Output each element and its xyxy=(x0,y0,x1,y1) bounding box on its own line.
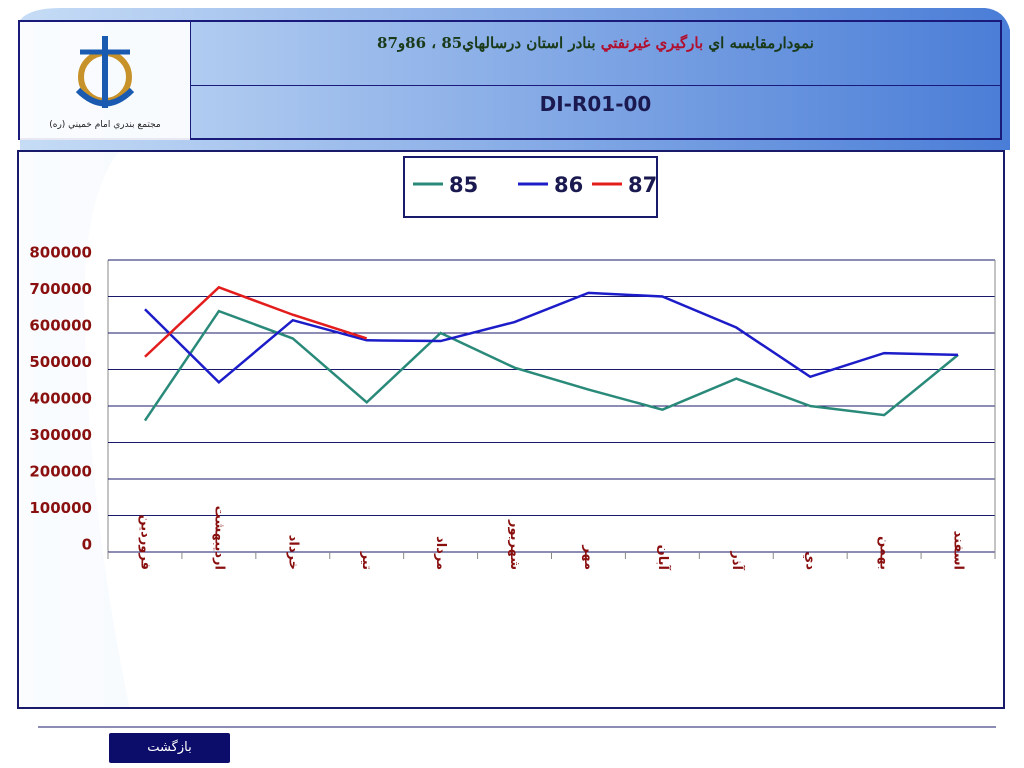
series-line xyxy=(144,285,368,358)
y-tick-label: 300000 xyxy=(29,426,92,444)
series-line xyxy=(143,309,959,422)
y-tick-label: 500000 xyxy=(29,353,92,371)
y-tick-label: 600000 xyxy=(29,317,92,335)
series-line xyxy=(144,291,959,384)
x-tick-label: مرداد xyxy=(433,536,448,570)
title: نمودارمقايسه اي بارگيري غيرنفتي بنادر اس… xyxy=(191,22,1000,86)
y-tick-label: 400000 xyxy=(29,390,92,408)
legend-label: 86 xyxy=(554,173,583,197)
x-tick-label: آبان xyxy=(655,545,672,571)
doc-code: DI-R01-00 xyxy=(539,92,652,116)
x-tick-label: آذر xyxy=(729,550,746,570)
title-part: نمودارمقايسه اي xyxy=(703,34,814,52)
x-tick-label: ارديبهشت xyxy=(211,506,226,570)
logo-cell: مجتمع بندري امام خميني (ره) xyxy=(20,22,191,140)
back-button[interactable]: بازگشت xyxy=(109,733,230,763)
legend-box xyxy=(403,156,658,218)
chart-frame xyxy=(17,150,1005,709)
logo xyxy=(75,36,135,108)
x-tick-label: بهمن xyxy=(877,536,892,570)
header: مجتمع بندري امام خميني (ره) نمودارمقايسه… xyxy=(18,20,1002,140)
y-tick-label: 0 xyxy=(82,536,92,554)
y-tick-label: 100000 xyxy=(29,499,92,517)
x-tick-label: خرداد xyxy=(285,535,300,570)
logo-caption: مجتمع بندري امام خميني (ره) xyxy=(49,120,161,130)
x-tick-label: دي xyxy=(803,551,818,570)
y-tick-label: 700000 xyxy=(29,280,92,298)
y-tick-label: 800000 xyxy=(29,244,92,262)
title-highlight: بارگيري غيرنفتي xyxy=(600,34,704,52)
x-tick-label: مهر xyxy=(581,544,596,570)
x-tick-label: اسفند xyxy=(951,531,966,570)
x-tick-label: فروردين xyxy=(137,515,152,570)
title-part: بنادر استان درسالهاي85 ، 86و87 xyxy=(377,34,601,52)
legend-label: 87 xyxy=(628,173,657,197)
y-tick-label: 200000 xyxy=(29,463,92,481)
x-tick-label: تير xyxy=(359,551,374,570)
x-tick-label: شهريور xyxy=(507,519,522,570)
legend-label: 85 xyxy=(449,173,478,197)
